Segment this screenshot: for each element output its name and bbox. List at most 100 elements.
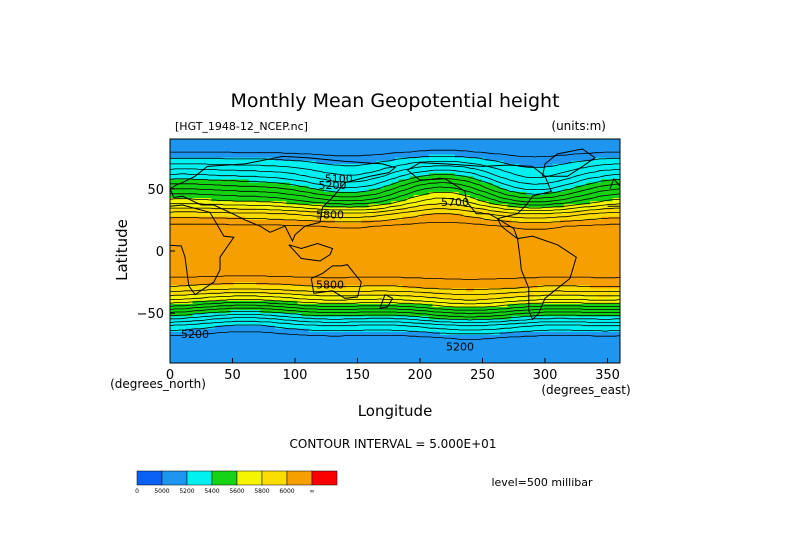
height-cell bbox=[297, 244, 302, 249]
height-cell bbox=[548, 148, 554, 153]
height-cell bbox=[316, 251, 321, 255]
height-cell bbox=[473, 198, 479, 202]
height-cell bbox=[293, 223, 299, 227]
height-cell bbox=[391, 145, 396, 149]
height-cell bbox=[372, 167, 377, 171]
height-cell bbox=[518, 195, 524, 199]
height-cell bbox=[181, 142, 186, 146]
height-cell bbox=[357, 163, 362, 168]
height-cell bbox=[376, 148, 381, 153]
height-cell bbox=[567, 163, 572, 168]
height-cell bbox=[233, 139, 239, 143]
height-cell bbox=[406, 179, 411, 184]
height-cell bbox=[477, 185, 482, 190]
height-cell bbox=[271, 241, 276, 246]
height-cell bbox=[248, 151, 254, 156]
height-cell bbox=[275, 154, 280, 159]
height-cell bbox=[241, 210, 246, 215]
height-cell bbox=[421, 139, 426, 143]
height-cell bbox=[192, 173, 197, 177]
height-cell bbox=[391, 139, 396, 143]
height-cell bbox=[207, 219, 212, 224]
height-cell bbox=[563, 254, 569, 258]
height-cell bbox=[263, 241, 269, 246]
height-cell bbox=[263, 254, 269, 258]
height-cell bbox=[230, 145, 235, 149]
height-cell bbox=[511, 263, 516, 268]
height-cell bbox=[380, 179, 385, 184]
height-cell bbox=[286, 195, 291, 199]
height-cell bbox=[413, 201, 419, 205]
height-cell bbox=[470, 157, 475, 162]
height-cell bbox=[496, 223, 501, 227]
height-cell bbox=[177, 139, 182, 143]
height-cell bbox=[537, 179, 542, 184]
height-cell bbox=[308, 235, 314, 240]
height-cell bbox=[372, 160, 377, 165]
height-cell bbox=[252, 157, 257, 162]
height-cell bbox=[376, 198, 381, 202]
height-cell bbox=[256, 173, 261, 177]
height-cell bbox=[185, 254, 190, 258]
height-cell bbox=[297, 219, 302, 224]
height-cell bbox=[560, 170, 565, 174]
height-cell bbox=[417, 163, 422, 168]
height-cell bbox=[248, 235, 254, 240]
height-cell bbox=[398, 238, 404, 243]
height-cell bbox=[252, 142, 257, 146]
height-cell bbox=[511, 223, 516, 227]
height-cell bbox=[305, 226, 310, 230]
height-cell bbox=[537, 260, 542, 265]
height-cell bbox=[455, 244, 460, 249]
height-cell bbox=[402, 213, 407, 218]
height-cell bbox=[443, 139, 449, 143]
height-cell bbox=[560, 160, 565, 165]
height-cell bbox=[192, 238, 197, 243]
height-cell bbox=[275, 219, 280, 224]
height-cell bbox=[293, 207, 299, 212]
height-cell bbox=[473, 223, 479, 227]
height-cell bbox=[293, 145, 299, 149]
height-cell bbox=[567, 219, 572, 224]
height-cell bbox=[601, 173, 606, 177]
height-cell bbox=[496, 173, 501, 177]
height-cell bbox=[278, 167, 284, 171]
height-cell bbox=[421, 263, 426, 268]
height-cell bbox=[308, 145, 314, 149]
height-cell bbox=[331, 185, 336, 190]
height-cell bbox=[353, 238, 359, 243]
height-cell bbox=[496, 188, 501, 193]
height-cell bbox=[477, 254, 482, 258]
height-cell bbox=[237, 154, 242, 159]
height-cell bbox=[526, 254, 531, 258]
height-cell bbox=[350, 142, 355, 146]
height-cell bbox=[350, 232, 355, 237]
height-cell bbox=[342, 157, 347, 162]
height-cell bbox=[248, 145, 254, 149]
height-cell bbox=[406, 254, 411, 258]
height-cell bbox=[361, 170, 366, 174]
height-cell bbox=[563, 179, 569, 184]
height-cell bbox=[260, 148, 265, 153]
height-cell bbox=[451, 157, 456, 162]
height-cell bbox=[530, 223, 535, 227]
height-cell bbox=[218, 232, 224, 237]
height-cell bbox=[391, 207, 396, 212]
height-cell bbox=[507, 151, 512, 156]
height-cell bbox=[278, 232, 284, 237]
height-cell bbox=[436, 251, 441, 255]
height-cell bbox=[413, 182, 419, 187]
height-cell bbox=[353, 170, 359, 174]
height-cell bbox=[410, 223, 415, 227]
height-cell bbox=[533, 185, 539, 190]
height-cell bbox=[556, 188, 561, 193]
height-cell bbox=[556, 235, 561, 240]
height-cell bbox=[522, 201, 527, 205]
height-cell bbox=[256, 148, 261, 153]
height-cell bbox=[237, 201, 242, 205]
height-cell bbox=[406, 154, 411, 159]
height-cell bbox=[503, 201, 509, 205]
height-cell bbox=[342, 229, 347, 233]
height-cell bbox=[443, 235, 449, 240]
height-cell bbox=[477, 226, 482, 230]
